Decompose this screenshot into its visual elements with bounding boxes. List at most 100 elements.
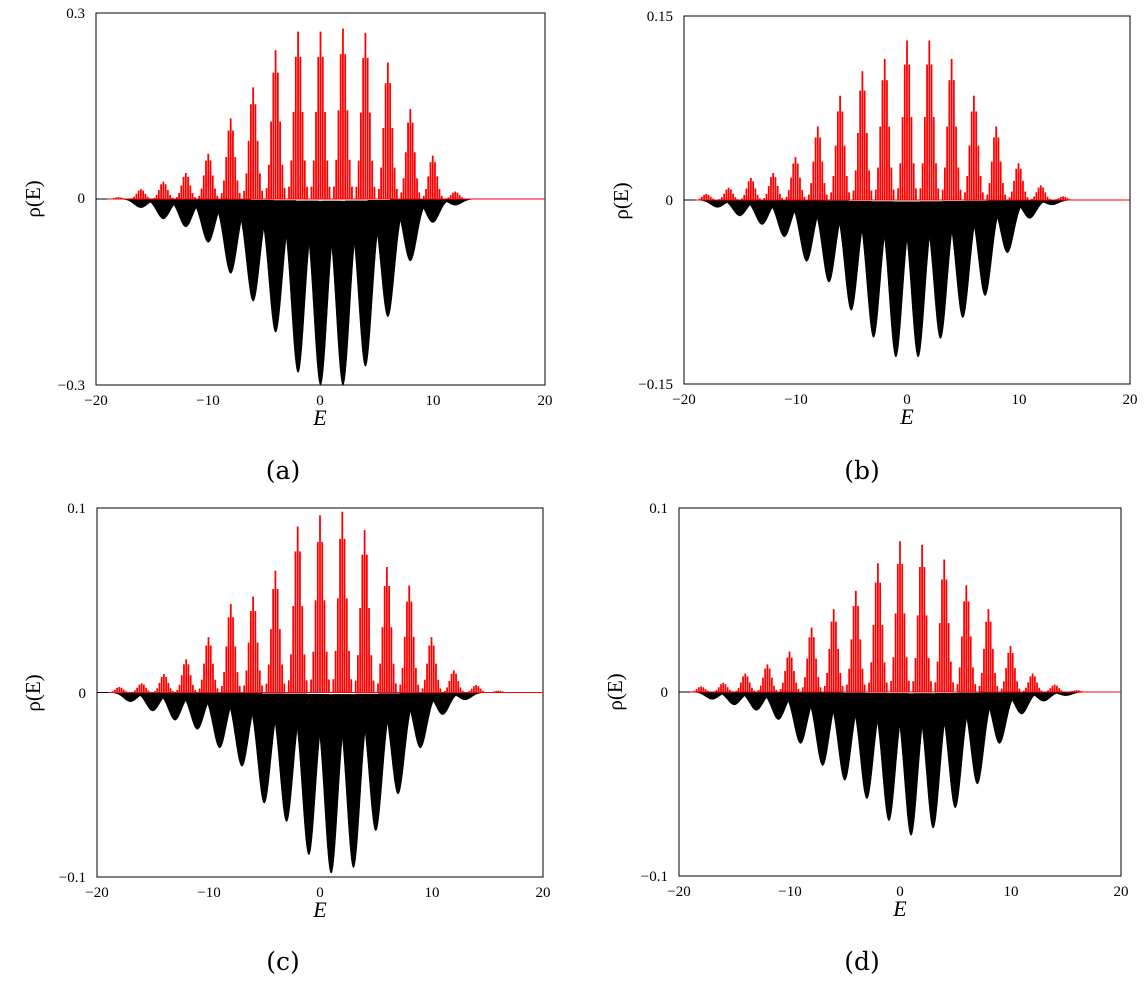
panel-d-histogram-bar <box>810 627 813 692</box>
panel-a-histogram-bar <box>447 197 450 199</box>
panel-d-histogram-bar <box>781 682 784 692</box>
panel-b-histogram-bar <box>729 189 732 200</box>
panel-c-histogram-bar <box>178 684 181 693</box>
panel-a-histogram-bar <box>377 188 380 199</box>
panel-d-histogram-bar <box>826 672 828 692</box>
panel-b-histogram-bar <box>854 170 857 200</box>
panel-c-histogram-bar <box>261 685 263 693</box>
panel-d-histogram-bar <box>795 682 798 692</box>
panel-b-histogram-bar <box>995 126 998 200</box>
panel-d-histogram-bar <box>695 689 698 692</box>
panel-b-ylabel: ρ(E) <box>609 182 633 219</box>
panel-b-histogram-bar <box>801 190 804 200</box>
panel-b-histogram-bar <box>754 188 757 200</box>
panel-c-histogram-bar <box>499 690 502 693</box>
panel-a-histogram-bar <box>209 160 212 199</box>
panel-b-histogram-bar <box>868 170 870 200</box>
panel-b-histogram-bar <box>758 198 761 200</box>
panel-a-histogram-bar <box>274 50 277 200</box>
panel-c-histogram-bar <box>160 676 163 693</box>
panel-b-histogram-bar <box>1002 183 1004 200</box>
panel-a-histogram-bar <box>270 121 273 199</box>
panel-a-histogram-bar <box>252 87 255 199</box>
panel-a-histogram-bar <box>276 72 279 199</box>
panel-a-histogram-bar <box>422 195 425 199</box>
panel-d-histogram-bar <box>1011 652 1014 692</box>
panel-c-histogram-bar <box>227 617 230 693</box>
panel-c-histogram-bar <box>145 687 147 693</box>
panel-b-histogram-bar <box>948 80 951 200</box>
panel-d-histogram-bar <box>817 677 820 692</box>
panel-a-histogram-bar <box>232 130 234 199</box>
panel-d: 0.1 0 −0.1 −20 −10 0 10 20 E ρ(E) (d) <box>603 501 1129 976</box>
panel-a-histogram-bar <box>288 186 290 199</box>
panel-d-histogram-bar <box>958 667 961 692</box>
panel-b-histogram-bar <box>839 95 841 200</box>
panel-b-histogram-bar <box>1066 198 1069 200</box>
panel-c-histogram-bar <box>328 679 330 693</box>
panel-b-histogram-bar <box>1024 191 1027 200</box>
panel-d-histogram-bar <box>1007 652 1010 692</box>
panel-c-histogram-bar <box>314 600 317 693</box>
panel-d-histogram-bar <box>804 677 806 692</box>
panel-c-histogram-bar <box>437 679 440 693</box>
panel-d-histogram-bar <box>870 662 873 692</box>
panel-c-histogram-bar <box>350 679 353 693</box>
panel-d-histogram-bar <box>1027 682 1030 692</box>
panel-a-xtick-5: 20 <box>538 393 553 409</box>
panel-a-histogram-bar <box>454 191 457 199</box>
panel-d-histogram-bar <box>837 648 840 692</box>
panel-d-histogram-bar <box>941 579 943 692</box>
panel-d-histogram-bar <box>1073 690 1076 692</box>
panel-a-histogram-bar <box>389 83 391 199</box>
panel-c-histogram-bar <box>138 684 141 693</box>
panel-b-histogram-bar <box>890 167 893 200</box>
panel-b: 0.15 0 −0.15 −20 −10 0 10 20 E ρ(E) (b) <box>609 9 1138 485</box>
panel-d-histogram-bar <box>947 623 950 692</box>
panel-d-histogram-bar <box>737 687 740 692</box>
panel-b-xtick-1: −20 <box>672 392 695 408</box>
panel-b-histogram-bar <box>968 145 971 200</box>
panel-a-ylabel: ρ(E) <box>21 180 45 217</box>
panel-c-histogram-bar <box>468 690 471 693</box>
panel-a-histogram-bar <box>362 57 365 200</box>
panel-c-histogram-bar <box>479 688 482 693</box>
panel-b-histogram-bar <box>955 126 957 200</box>
panel-d-histogram-bar <box>1040 690 1043 692</box>
panel-a-histogram-bar <box>346 110 349 199</box>
panel-b-histogram-bar <box>707 194 710 200</box>
panel-d-histogram-bar <box>728 689 731 692</box>
panel-a-histogram-bar <box>402 178 405 199</box>
panel-d-histogram-bar <box>797 689 800 692</box>
panel-b-histogram-bar <box>812 161 815 200</box>
panel-a-histogram-bar <box>315 111 317 199</box>
panel-d-histogram-bar <box>921 544 923 692</box>
panel-d-histogram-bar <box>879 582 881 692</box>
panel-a-histogram-bar <box>357 160 360 199</box>
panel-a: 0.3 0 −0.3 −20 −10 0 10 20 E ρ(E) (a) <box>21 6 553 485</box>
panel-a-histogram-bar <box>200 188 203 199</box>
panel-b-histogram-bar <box>1004 194 1007 200</box>
panel-a-histogram-bar <box>193 197 196 199</box>
panel-c-histogram-bar <box>281 664 283 693</box>
panel-b-histogram-bar <box>1048 198 1051 200</box>
panel-d-histogram-bar <box>715 689 718 692</box>
panel-c-histogram-bar <box>357 655 359 693</box>
panel-a-histogram-bar <box>384 83 387 199</box>
panel-b-histogram-bar <box>901 117 904 200</box>
panel-c-histogram-bar <box>232 617 234 693</box>
panel-d-histogram-bar <box>830 621 833 692</box>
panel-a-histogram-bar <box>344 54 347 200</box>
panel-b-histogram-bar <box>823 183 826 200</box>
panel-b-histogram-bar <box>799 177 801 200</box>
panel-a-histogram-bar <box>434 162 436 199</box>
panel-b-histogram-bar <box>745 188 748 200</box>
panel-b-histogram-bar <box>888 126 891 200</box>
panel-b-histogram-bar <box>1017 163 1020 200</box>
panel-c-histogram-bar <box>450 673 453 693</box>
panel-a-histogram-bar <box>281 164 284 199</box>
panel-a-histogram-bar <box>250 104 252 199</box>
panel-d-histogram-bar <box>722 682 725 692</box>
panel-d-histogram-bar <box>770 677 773 692</box>
panel-c-histogram-bar <box>348 650 350 693</box>
